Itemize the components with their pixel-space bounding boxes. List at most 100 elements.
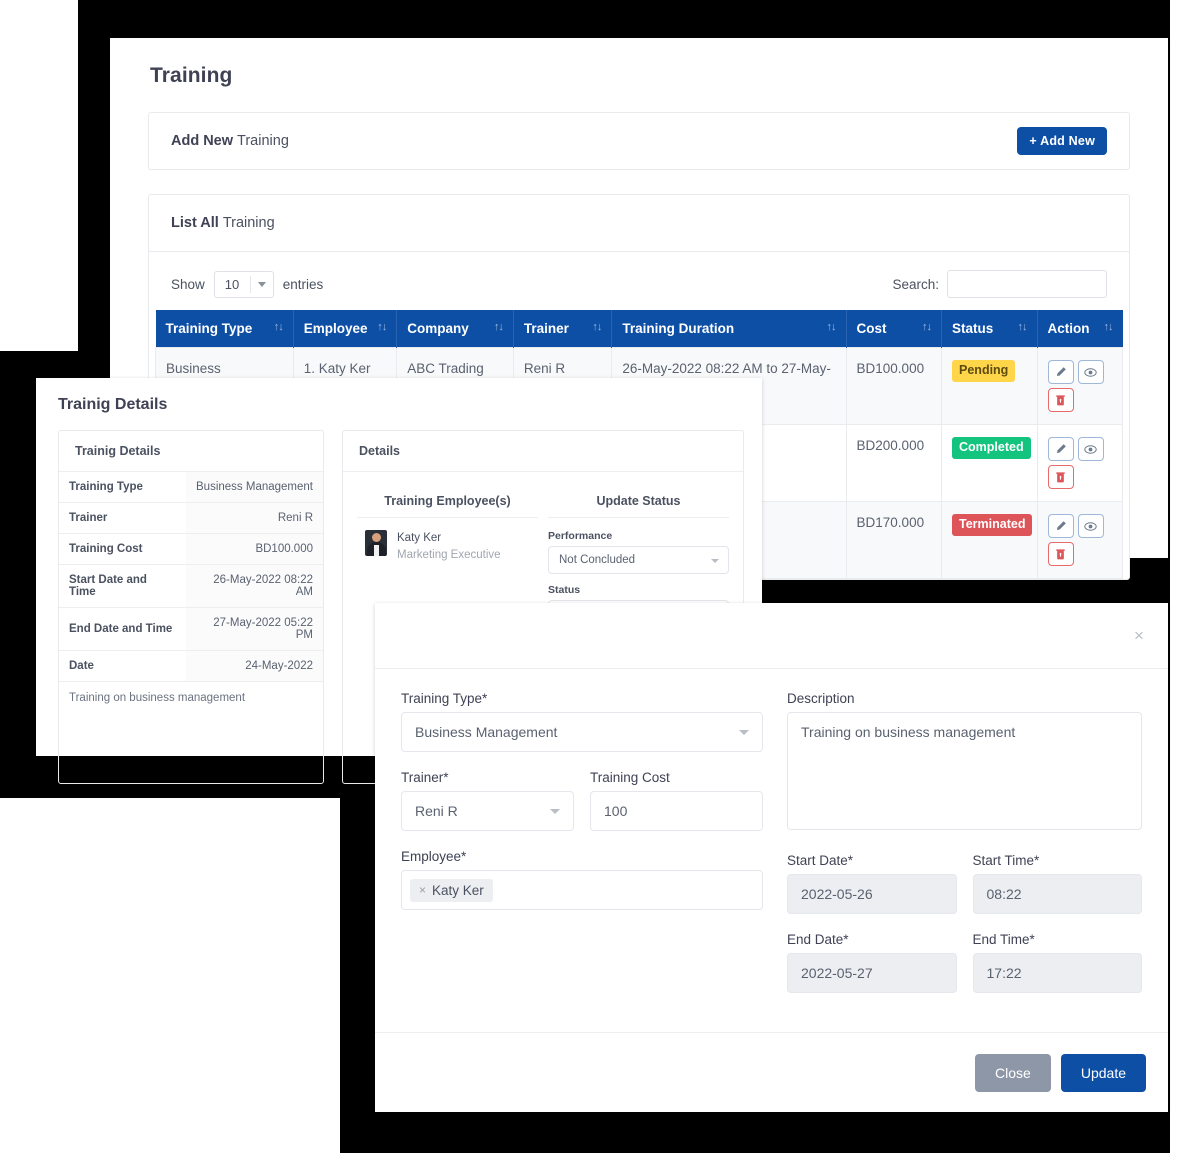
start-time-label: Start Time* [972,853,1040,868]
end-date-input[interactable] [787,953,957,993]
col-employee[interactable]: Employee ↑↓ [293,310,398,348]
details-summary-title: Trainig Details [75,444,161,458]
training-cost-label: Training Cost [590,770,670,785]
list-all-panel-title-bold: List All [171,215,219,231]
remove-tag-icon[interactable]: × [419,883,427,897]
add-new-button[interactable]: + Add New [1017,127,1107,155]
update-status-title: Update Status [548,494,729,518]
status-label: Status [548,584,581,596]
training-cost-field: Training Cost [590,770,763,831]
kv-key: Training Cost [59,533,186,565]
cell-status: Terminated [941,501,1038,579]
col-cost[interactable]: Cost ↑↓ [846,310,943,348]
edit-icon[interactable] [1047,437,1074,461]
details-note: Training on business management [59,681,323,714]
status-badge: Terminated [952,514,1033,536]
list-all-panel-header: List All Training [149,195,1129,251]
employee-role: Marketing Executive [397,548,501,561]
delete-icon[interactable] [1047,542,1074,566]
trainer-label: Trainer* [401,770,449,785]
training-type-value: Business Management [415,724,558,740]
chevron-down-icon [257,282,266,287]
description-textarea[interactable]: Training on business management [787,712,1142,830]
chevron-down-icon [550,809,560,814]
modal-left-column: Training Type* Business Management Train… [401,691,763,1011]
col-label: Training Duration [622,321,735,336]
view-icon[interactable] [1077,360,1104,384]
performance-select[interactable]: Not Concluded [548,546,729,574]
sort-icon[interactable]: ↑↓ [922,321,932,333]
description-field: Description Training on business managem… [787,691,1142,835]
sort-icon[interactable]: ↑↓ [377,321,387,333]
kv-key: Date [59,650,186,681]
end-time-field: End Time* [972,932,1142,993]
sort-icon[interactable]: ↑↓ [273,321,284,333]
sort-icon[interactable]: ↑↓ [1017,321,1028,333]
col-label: Employee [303,321,368,336]
row-actions [1047,360,1110,412]
col-company[interactable]: Company ↑↓ [396,310,514,348]
training-employees-title: Training Employee(s) [357,494,538,518]
entries-length-select[interactable]: 10 [213,270,274,298]
avatar-head [371,533,381,542]
start-row: Start Date* Start Time* [787,853,1142,932]
end-row: End Date* End Time* [787,932,1142,1011]
row-actions [1047,437,1110,489]
kv-key: Start Date and Time [59,564,186,608]
training-cost-input[interactable] [590,791,763,831]
end-date-field: End Date* [787,932,957,993]
sort-icon[interactable]: ↑↓ [1103,321,1114,333]
edit-icon[interactable] [1047,360,1074,384]
sort-icon[interactable]: ↑↓ [493,321,504,333]
entries-length-value: 10 [224,276,240,292]
add-new-panel-title-bold: Add New [171,133,234,149]
close-icon[interactable]: × [1134,626,1144,645]
description-label: Description [787,691,855,706]
search-input[interactable] [947,270,1107,298]
training-type-field: Training Type* Business Management [401,691,763,752]
edit-icon[interactable] [1047,514,1074,538]
status-badge: Pending [952,360,1016,382]
col-training-type[interactable]: Training Type ↑↓ [155,310,294,348]
trainer-value: Reni R [415,803,458,819]
start-date-input[interactable] [787,874,957,914]
view-icon[interactable] [1077,514,1104,538]
training-type-select[interactable]: Business Management [401,712,763,752]
start-time-input[interactable] [972,874,1142,914]
col-label: Training Type [165,321,253,336]
end-time-label: End Time* [972,932,1035,947]
details-panel-title: Details [343,431,743,472]
delete-icon[interactable] [1047,465,1074,489]
sort-icon[interactable]: ↑↓ [826,321,837,333]
cell-status: Completed [941,424,1038,502]
start-time-field: Start Time* [972,853,1142,914]
modal-footer: Close Update [375,1032,1168,1112]
end-time-input[interactable] [972,953,1142,993]
details-summary-card: Trainig Details Training Type Business Ma… [58,430,324,784]
cell-status: Pending [941,347,1038,425]
cell-cost: BD100.000 [845,347,943,425]
kv-value: 26-May-2022 08:22 AM [185,564,323,608]
employee-label: Employee* [401,849,467,864]
view-icon[interactable] [1077,437,1104,461]
employee-tag-input[interactable]: × Katy Ker [401,870,763,910]
list-item: Katy Ker Marketing Executive [357,530,538,563]
delete-icon[interactable] [1047,388,1074,412]
employee-field: Employee* × Katy Ker [401,849,763,910]
close-button[interactable]: Close [975,1053,1051,1092]
sort-icon[interactable]: ↑↓ [592,321,602,333]
col-trainer[interactable]: Trainer ↑↓ [513,310,613,348]
employee-info: Katy Ker Marketing Executive [397,530,501,563]
col-training-duration[interactable]: Training Duration ↑↓ [611,310,847,348]
trainer-select[interactable]: Reni R [401,791,574,831]
training-type-label: Training Type* [401,691,488,706]
update-button[interactable]: Update [1060,1053,1146,1092]
details-overlay-title: Trainig Details [58,396,168,413]
kv-row: Training Type Business Management [59,471,323,503]
kv-key: Training Type [59,471,186,503]
avatar [365,530,387,556]
avatar-shirt [373,545,379,556]
col-action[interactable]: Action ↑↓ [1037,310,1123,348]
col-status[interactable]: Status ↑↓ [941,310,1038,348]
